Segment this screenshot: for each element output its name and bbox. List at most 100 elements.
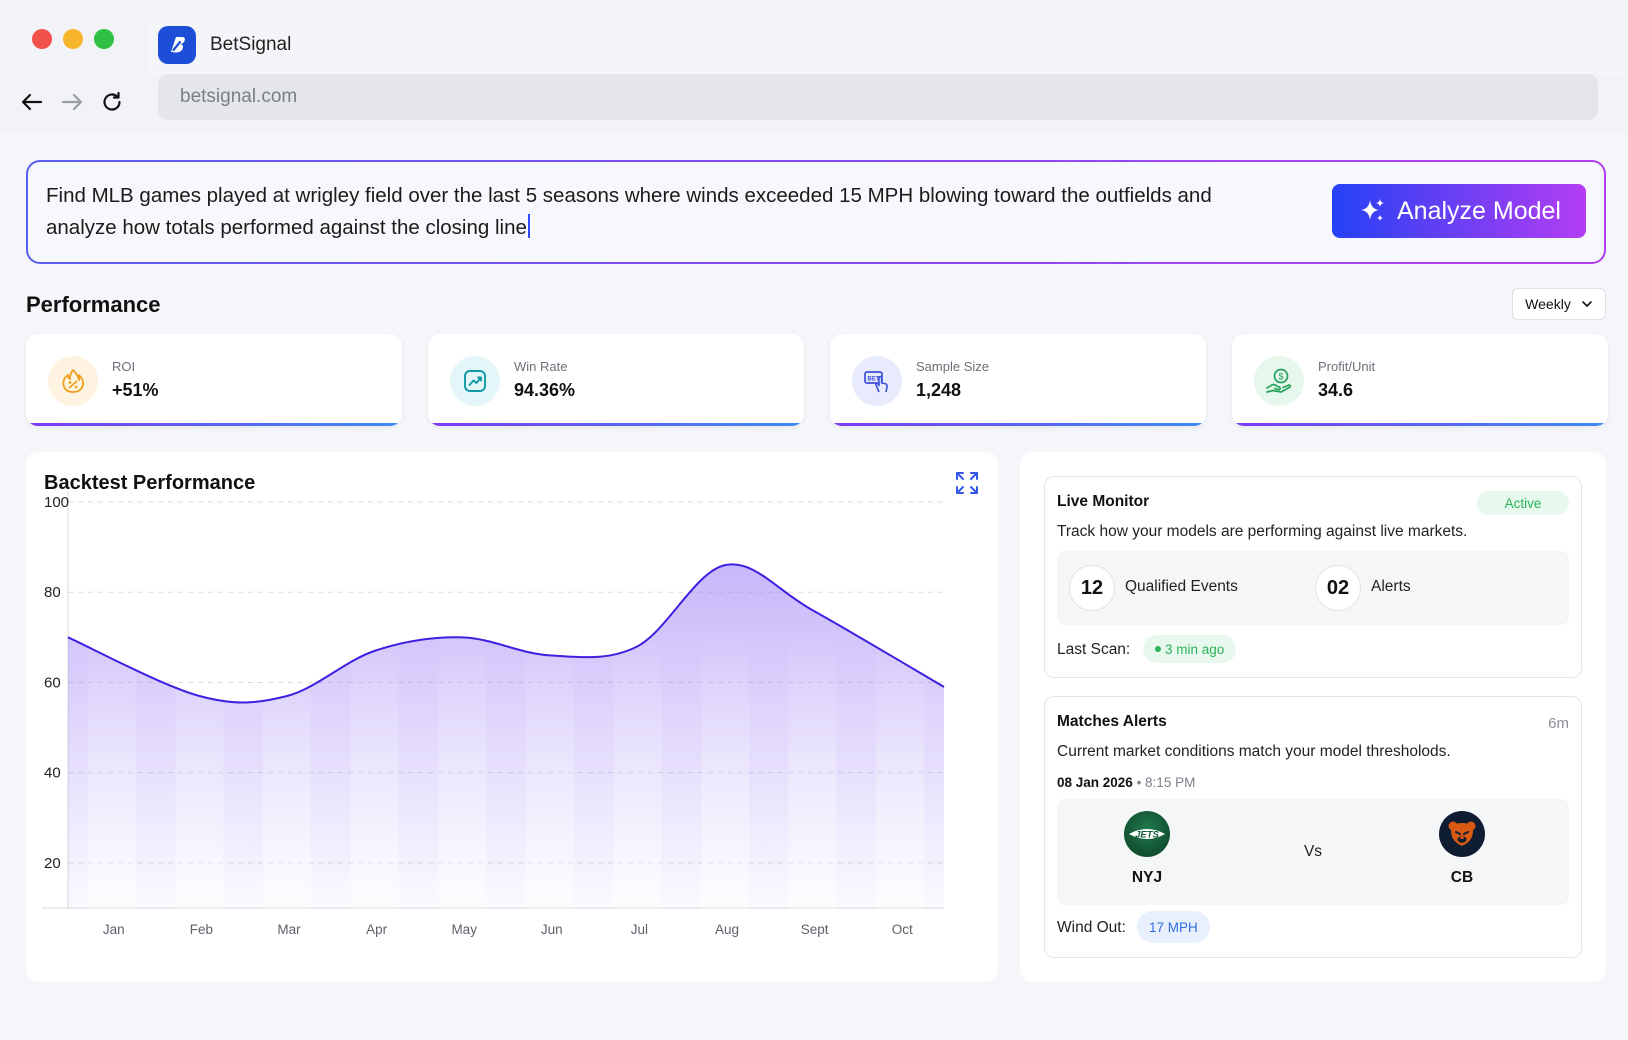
match-alerts-description: Current market conditions match your mod… <box>1057 743 1451 760</box>
text-caret <box>527 214 530 238</box>
money-hand-icon: $ <box>1254 356 1304 406</box>
data-point <box>548 653 552 657</box>
alerts-label: Alerts <box>1371 578 1411 595</box>
analyze-model-button[interactable]: Analyze Model <box>1332 184 1586 238</box>
data-point <box>942 685 946 689</box>
betsignal-logo-icon <box>158 26 196 64</box>
data-point <box>285 694 289 698</box>
close-window-button[interactable] <box>32 29 52 49</box>
matchup[interactable]: JETS NYJ Vs CB <box>1057 799 1569 905</box>
wind-value-badge: 17 MPH <box>1137 911 1210 943</box>
match-date: 08 Jan 2026 <box>1057 775 1133 790</box>
minimize-window-button[interactable] <box>63 29 83 49</box>
tab-title: BetSignal <box>210 34 292 55</box>
x-tick-label: Sept <box>801 922 829 937</box>
match-alerts-card: Matches Alerts 6m Current market conditi… <box>1044 696 1582 958</box>
x-tick-label: May <box>451 922 477 937</box>
status-badge: Active <box>1477 491 1569 515</box>
x-tick-label: Mar <box>277 922 301 937</box>
x-tick-label: Jul <box>631 922 648 937</box>
maximize-window-button[interactable] <box>94 29 114 49</box>
data-point <box>197 694 201 698</box>
versus-label: Vs <box>1303 843 1323 860</box>
column-highlight <box>525 622 574 908</box>
roi-flame-icon <box>48 356 98 406</box>
data-point <box>635 644 639 648</box>
performance-title: Performance <box>26 292 161 317</box>
navigation-controls <box>18 88 126 116</box>
kpi-value: 94.36% <box>514 380 576 400</box>
x-tick-label: Jan <box>103 922 125 937</box>
y-tick-label: 20 <box>44 855 61 872</box>
browser-tab[interactable]: BetSignal <box>148 14 1628 76</box>
kpi-card-roi: ROI +51% <box>26 334 402 426</box>
y-tick-label: 60 <box>44 674 61 691</box>
last-scan-value: 3 min ago <box>1165 641 1225 657</box>
kpi-value: +51% <box>112 380 159 400</box>
live-monitor-description: Track how your models are performing aga… <box>1057 523 1468 540</box>
backtest-chart-card: 100 80 60 40 20 Jan Feb Mar Apr May Jun Jul Aug Sept O… <box>26 452 998 982</box>
data-point <box>66 635 70 639</box>
x-tick-label: Oct <box>892 922 913 937</box>
chevron-down-icon <box>1582 301 1592 307</box>
column-highlight <box>788 622 837 908</box>
jets-logo-icon: JETS <box>1124 811 1170 857</box>
query-text: Find MLB games played at wrigley field o… <box>46 184 1212 239</box>
reload-icon[interactable] <box>98 88 126 116</box>
x-tick-label: Feb <box>190 922 213 937</box>
expand-icon[interactable] <box>954 470 980 496</box>
svg-text:$: $ <box>1278 371 1283 381</box>
monitor-panel: Live Monitor Active Track how your model… <box>1020 452 1606 982</box>
bears-logo-icon <box>1439 811 1485 857</box>
data-point <box>460 635 464 639</box>
column-highlight <box>701 622 749 908</box>
backtest-chart: 100 80 60 40 20 Jan Feb Mar Apr May Jun Jul Aug Sept O… <box>42 492 946 937</box>
url-bar[interactable]: betsignal.com <box>158 74 1598 120</box>
query-box[interactable]: Find MLB games played at wrigley field o… <box>26 160 1606 264</box>
kpi-card-profit-unit: $ Profit/Unit 34.6 <box>1232 334 1608 426</box>
kpi-label: Profit/Unit <box>1318 359 1376 374</box>
last-scan-badge: 3 min ago <box>1143 635 1237 663</box>
data-point <box>373 649 377 653</box>
data-point <box>811 608 815 612</box>
x-tick-label: Apr <box>366 922 388 937</box>
sparkle-icon <box>1361 199 1384 221</box>
period-value: Weekly <box>1525 296 1571 312</box>
kpi-label: Sample Size <box>916 359 989 374</box>
kpi-label: ROI <box>112 359 136 374</box>
column-highlight <box>175 622 224 908</box>
back-arrow-icon[interactable] <box>18 88 46 116</box>
y-tick-label: 100 <box>44 494 69 511</box>
x-tick-label: Aug <box>715 922 739 937</box>
query-input[interactable]: Find MLB games played at wrigley field o… <box>46 180 1266 244</box>
column-highlight <box>87 622 136 908</box>
qualified-events-count: 12 <box>1069 565 1115 611</box>
kpi-label: Win Rate <box>514 359 568 374</box>
tab-strip: BetSignal <box>0 0 1628 76</box>
kpi-card-sample-size: BET Sample Size 1,248 <box>830 334 1206 426</box>
qualified-events-label: Qualified Events <box>1125 578 1238 595</box>
alert-age: 6m <box>1548 715 1569 732</box>
monitor-stats: 12 Qualified Events 02 Alerts <box>1057 551 1569 625</box>
column-highlight <box>876 622 925 908</box>
live-monitor-title: Live Monitor <box>1057 493 1150 510</box>
period-select[interactable]: Weekly <box>1512 288 1606 320</box>
forward-arrow-icon[interactable] <box>58 88 86 116</box>
chart-title: Backtest Performance <box>44 472 256 494</box>
home-team: NYJ <box>1131 869 1163 886</box>
kpi-value: 34.6 <box>1318 380 1354 400</box>
column-highlight <box>263 622 311 908</box>
column-highlight <box>613 622 662 908</box>
window-controls <box>32 29 114 49</box>
jets-logo-text: JETS <box>1135 830 1159 841</box>
wind-label: Wind Out: <box>1057 919 1126 936</box>
svg-text:BET: BET <box>868 376 880 382</box>
y-tick-label: 80 <box>44 584 61 601</box>
match-time: 8:15 PM <box>1145 775 1196 790</box>
column-highlight <box>350 622 399 908</box>
datetime-separator: • <box>1132 775 1146 790</box>
match-datetime: 08 Jan 2026 • 8:15 PM <box>1057 775 1195 790</box>
series-line <box>67 563 945 704</box>
away-team: CB <box>1450 869 1474 886</box>
x-tick-label: Jun <box>541 922 563 937</box>
